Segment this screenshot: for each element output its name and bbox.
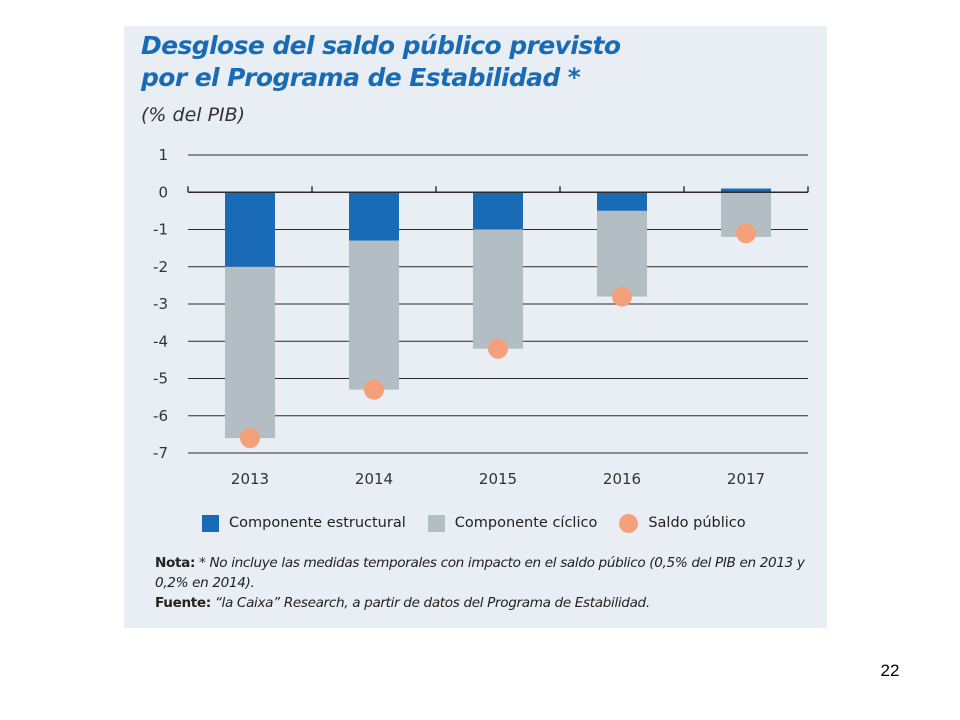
- bar-cyclical: [473, 229, 523, 349]
- legend-item-balance: Saldo público: [619, 513, 746, 533]
- chart-title-line-2: por el Programa de Estabilidad *: [141, 63, 581, 92]
- source-label: Fuente:: [155, 595, 211, 611]
- x-tick-label: 2014: [355, 470, 393, 488]
- note-text: * No incluye las medidas temporales con …: [155, 555, 805, 591]
- chart-title-line-1: Desglose del saldo público previsto: [141, 31, 621, 60]
- legend-item-cyclical: Componente cíclico: [427, 514, 598, 532]
- legend-dot-balance: [619, 513, 639, 533]
- y-tick-label: -4: [153, 332, 168, 350]
- legend-item-structural: Componente estructural: [202, 514, 406, 532]
- bar-structural: [225, 192, 275, 267]
- legend-label-structural: Componente estructural: [229, 515, 406, 531]
- legend-swatch-structural: [202, 514, 219, 532]
- legend: Componente estructural Componente cíclic…: [202, 512, 768, 534]
- x-tick-label: 2017: [727, 470, 765, 488]
- bar-structural: [473, 192, 523, 230]
- x-tick-label: 2015: [479, 470, 517, 488]
- x-tick-label: 2013: [231, 470, 269, 488]
- y-tick-label: -7: [153, 444, 168, 462]
- balance-point: [736, 223, 756, 244]
- balance-point: [488, 338, 508, 359]
- y-axis-ticks: 1 0 -1 -2 -3 -4 -5 -6 -7: [153, 146, 168, 462]
- bar-structural: [349, 192, 399, 241]
- bar-structural: [721, 188, 771, 193]
- bar-cyclical: [349, 240, 399, 390]
- legend-label-balance: Saldo público: [648, 515, 746, 531]
- source-text: “la Caixa” Research, a partir de datos d…: [210, 595, 650, 611]
- y-tick-label: -1: [153, 221, 168, 239]
- y-tick-label: -6: [153, 407, 168, 425]
- bars: [225, 188, 771, 439]
- chart-subtitle: (% del PIB): [141, 104, 246, 126]
- note-label: Nota:: [155, 555, 196, 571]
- y-tick-label: 1: [158, 146, 168, 164]
- legend-label-cyclical: Componente cíclico: [454, 515, 598, 531]
- y-tick-label: 0: [158, 183, 168, 201]
- bar-cyclical: [597, 210, 647, 297]
- balance-point: [364, 379, 384, 400]
- chart-notes: Nota: * No incluye las medidas temporale…: [155, 553, 823, 613]
- y-tick-label: -2: [153, 258, 168, 276]
- y-tick-label: -5: [153, 370, 168, 388]
- balance-point: [240, 428, 260, 449]
- balance-points: [240, 223, 756, 449]
- bar-structural: [597, 192, 647, 211]
- page-number: 22: [880, 661, 900, 680]
- y-tick-label: -3: [153, 295, 168, 313]
- chart-title: Desglose del saldo público previsto por …: [141, 30, 741, 94]
- zero-axis: [187, 186, 809, 193]
- legend-swatch-cyclical: [427, 514, 445, 532]
- x-axis-ticks: 2013 2014 2015 2016 2017: [231, 470, 765, 488]
- x-tick-label: 2016: [603, 470, 641, 488]
- balance-point: [612, 286, 632, 307]
- bar-cyclical: [225, 266, 275, 439]
